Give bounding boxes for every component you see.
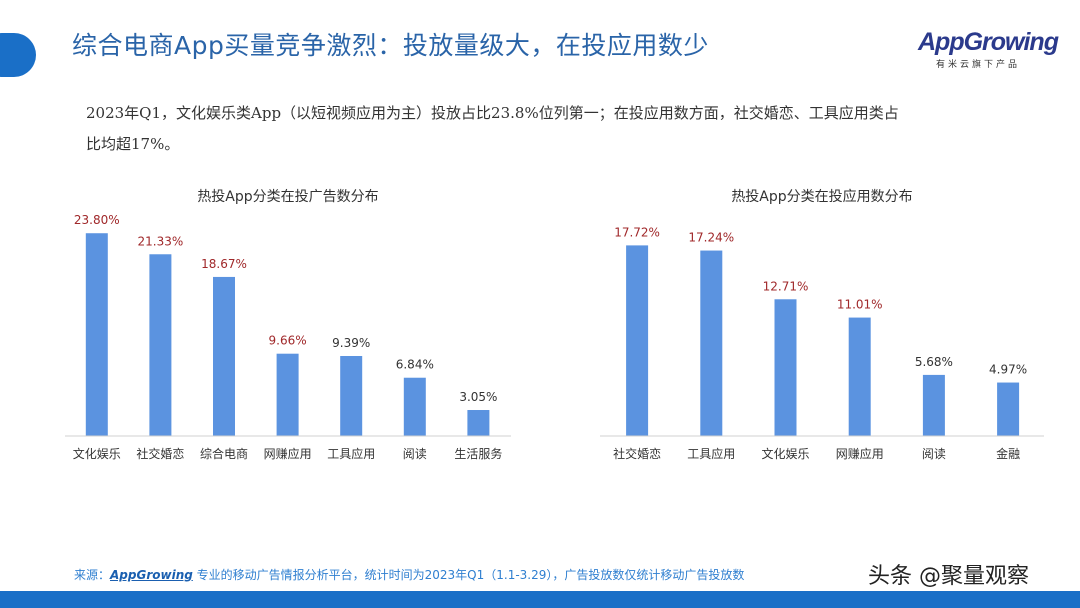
- app-count-chart: 热投App分类在投应用数分布 17.72% 社交婚恋 17.24% 工具应用 12.71%…: [600, 188, 1044, 461]
- category-label: 阅读: [922, 447, 946, 461]
- bar: [276, 353, 299, 436]
- bottom-bar: [0, 591, 1080, 608]
- data-label: 9.39%: [332, 336, 370, 350]
- data-label: 4.97%: [989, 363, 1027, 377]
- description: 2023年Q1，文化娱乐类App（以短视频应用为主）投放占比23.8%位列第一；…: [86, 104, 899, 153]
- category-label: 网赚应用: [264, 446, 312, 461]
- data-label: 18.67%: [201, 257, 247, 271]
- data-label: 23.80%: [74, 213, 120, 227]
- page-title: 综合电商App买量竞争激烈：投放量级大，在投应用数少: [72, 31, 709, 60]
- ad-count-chart: 热投App分类在投广告数分布 23.80% 文化娱乐 21.33% 社交婚恋 18.67%…: [65, 189, 511, 461]
- chart-title: 热投App分类在投广告数分布: [197, 189, 378, 205]
- appgrowing-logo: AppGrowing 有米云旗下产品: [918, 28, 1059, 70]
- data-label: 17.24%: [688, 231, 734, 245]
- data-label: 12.71%: [763, 279, 809, 293]
- bar: [700, 250, 723, 436]
- data-label: 3.05%: [459, 390, 497, 404]
- data-label: 21.33%: [138, 234, 184, 248]
- title-accent-tab: [0, 33, 36, 77]
- data-label: 9.66%: [269, 334, 307, 348]
- data-label: 11.01%: [837, 298, 883, 312]
- watermark: 头条 @聚量观察: [868, 564, 1029, 589]
- bar: [626, 245, 649, 436]
- source-text: 专业的移动广告情报分析平台，统计时间为2023年Q1（1.1-3.29），广告投…: [192, 568, 745, 582]
- bar: [213, 276, 235, 436]
- chart-title: 热投App分类在投应用数分布: [731, 188, 912, 205]
- category-label: 文化娱乐: [73, 446, 121, 461]
- category-label: 生活服务: [454, 446, 502, 461]
- category-label: 综合电商: [200, 446, 248, 461]
- source-brand-link[interactable]: AppGrowing: [110, 568, 193, 582]
- logo-text: AppGrowing: [918, 28, 1059, 56]
- bar: [997, 382, 1020, 436]
- category-label: 社交婚恋: [136, 446, 184, 461]
- category-label: 文化娱乐: [761, 446, 809, 461]
- bar: [403, 377, 426, 436]
- category-label: 工具应用: [327, 446, 375, 461]
- bar: [774, 299, 797, 436]
- bar: [85, 233, 108, 436]
- bar: [149, 254, 172, 436]
- data-label: 17.72%: [614, 225, 660, 239]
- logo-subtext: 有米云旗下产品: [936, 60, 1021, 70]
- bar: [340, 355, 363, 436]
- source-prefix: 来源：: [74, 568, 111, 582]
- category-label: 工具应用: [687, 446, 735, 461]
- category-label: 网赚应用: [836, 446, 884, 461]
- bar: [922, 374, 945, 436]
- source-note: 来源：AppGrowing 专业的移动广告情报分析平台，统计时间为2023年Q1…: [74, 566, 744, 583]
- data-label: 6.84%: [396, 358, 434, 372]
- category-label: 社交婚恋: [613, 446, 661, 461]
- bar: [848, 317, 871, 436]
- bar: [467, 410, 490, 436]
- category-label: 金融: [996, 446, 1020, 461]
- category-label: 阅读: [403, 447, 427, 461]
- data-label: 5.68%: [915, 355, 953, 369]
